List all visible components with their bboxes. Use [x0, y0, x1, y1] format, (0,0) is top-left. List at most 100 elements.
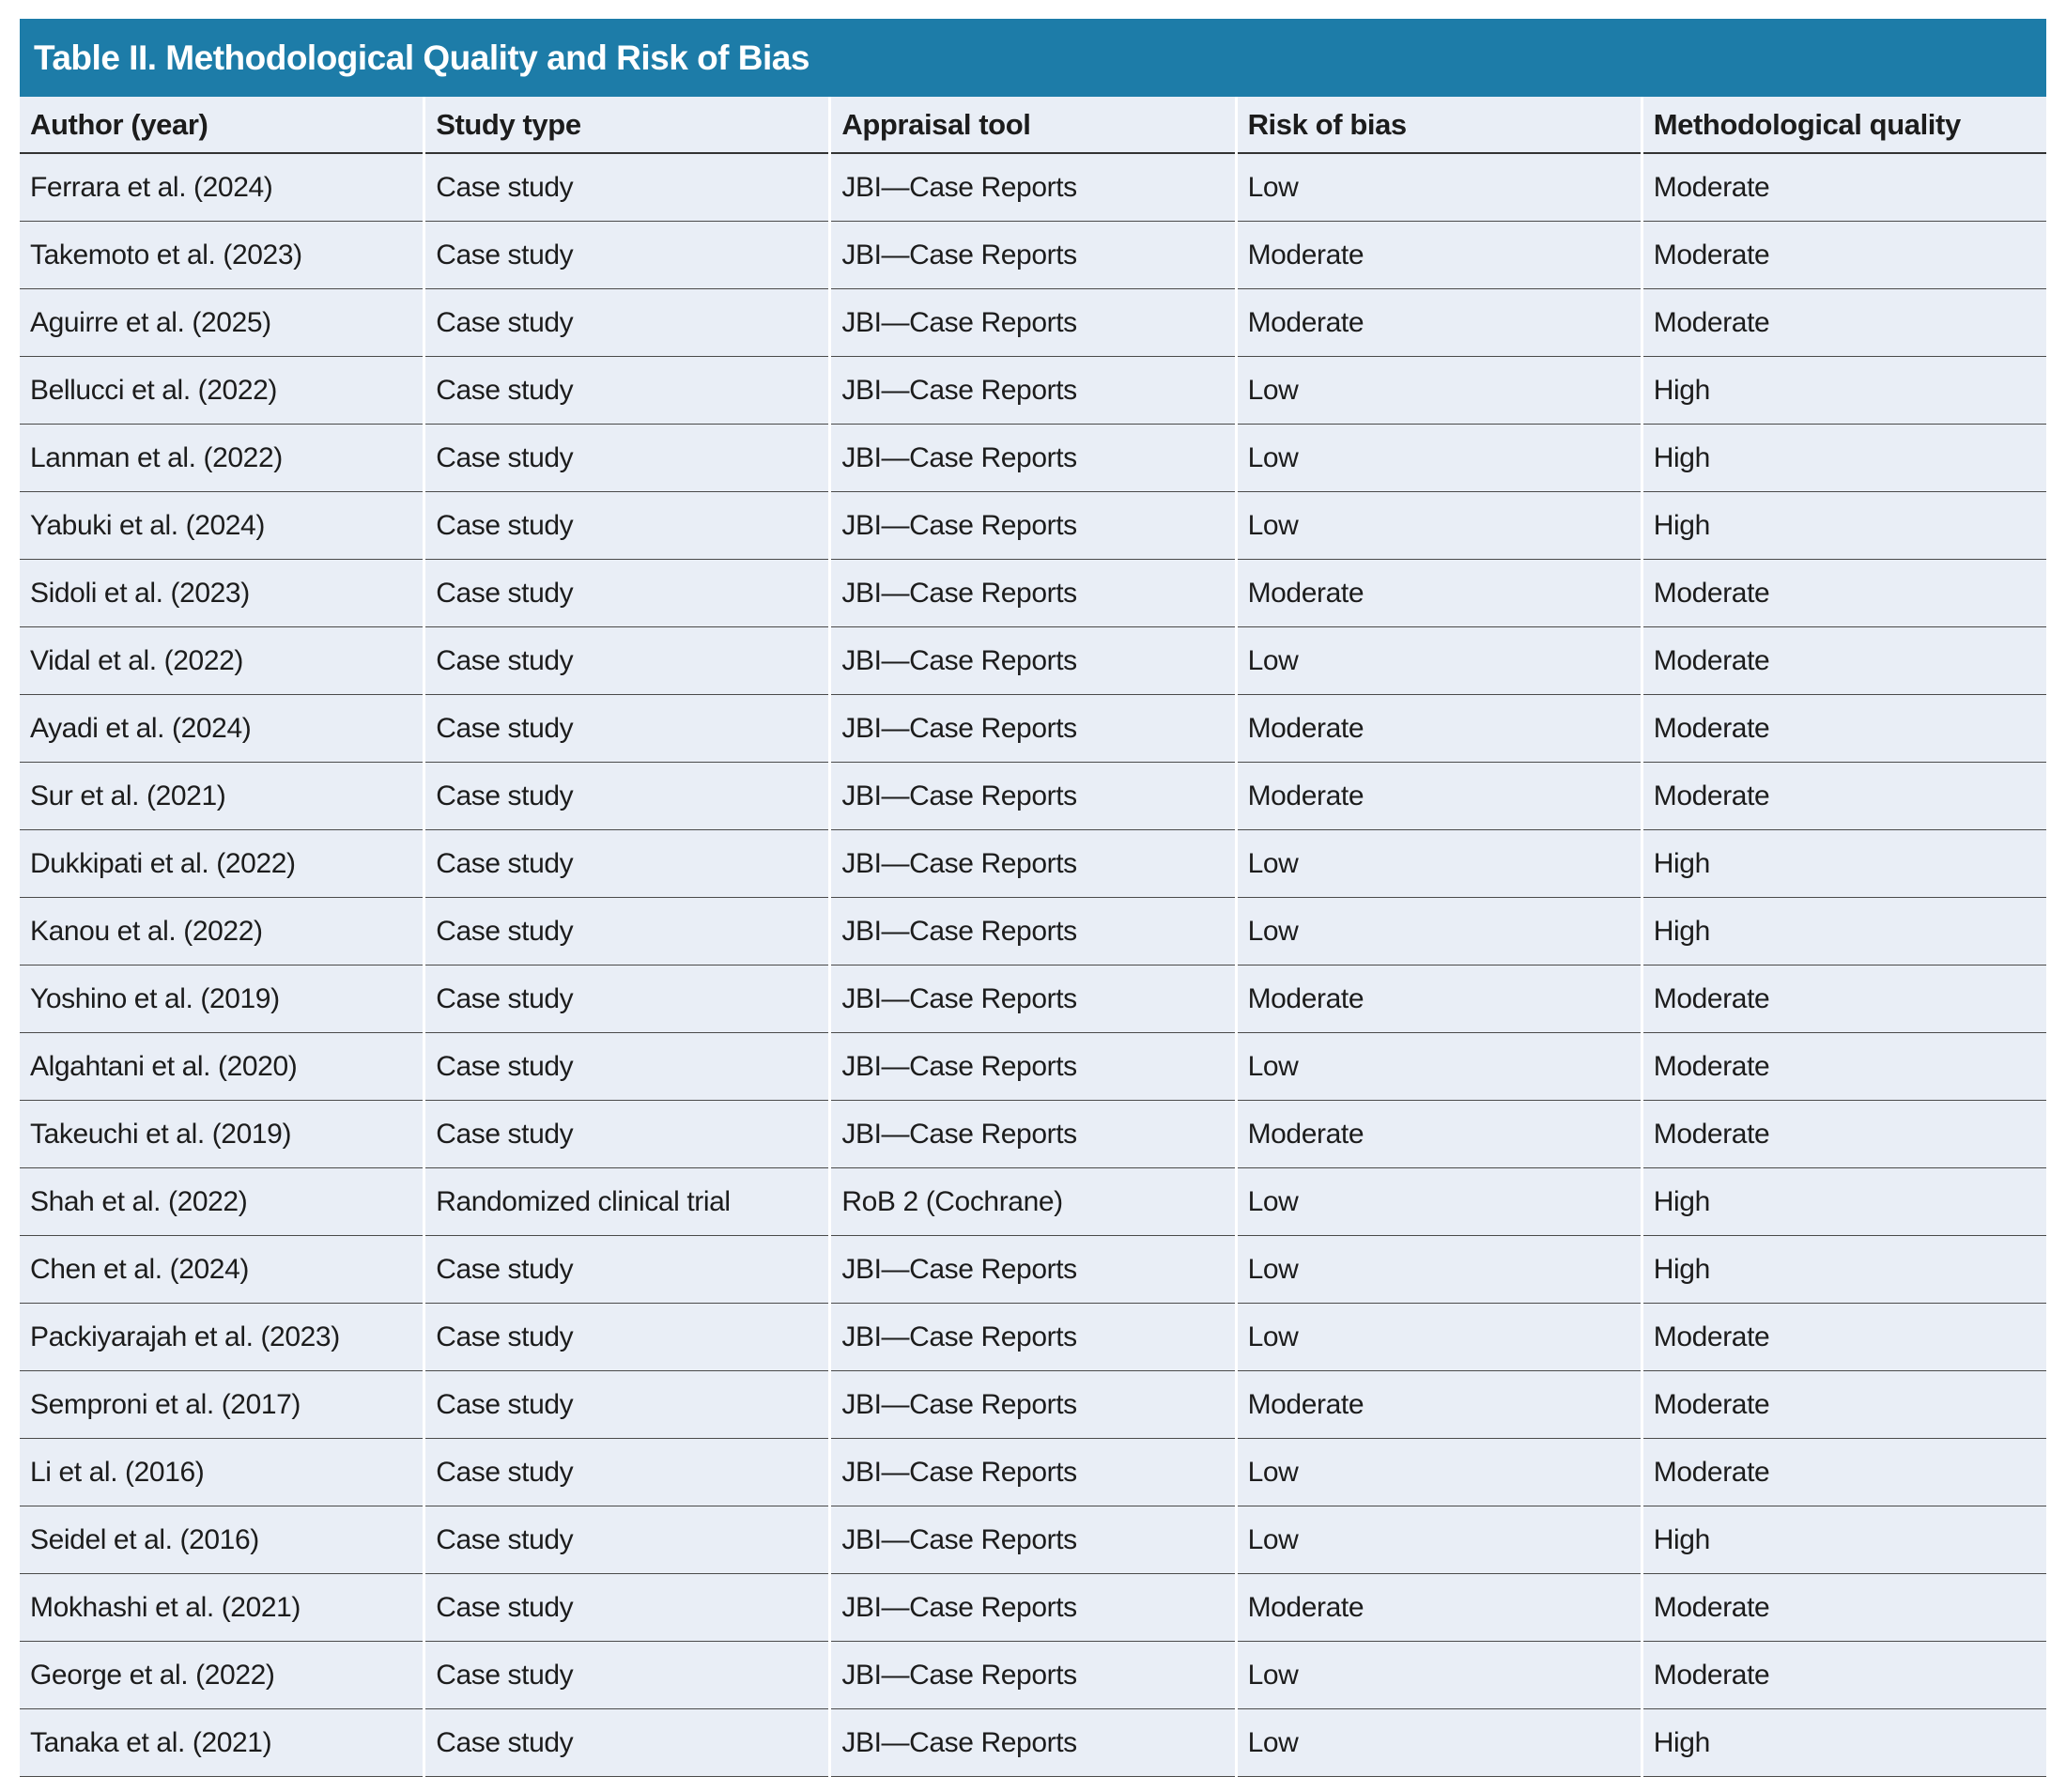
table-cell: High [1642, 1168, 2046, 1236]
table-cell: Case study [425, 1304, 829, 1371]
table-cell: High [1642, 1236, 2046, 1304]
table-cell: Moderate [1237, 966, 1641, 1033]
table-cell: Case study [425, 154, 829, 222]
table-cell: JBI—Case Reports [831, 1439, 1235, 1506]
table-row: Kanou et al. (2022) Case study JBI—Case Re… [20, 898, 2046, 966]
table-row: Li et al. (2016) Case study JBI—Case Repor… [20, 1439, 2046, 1506]
table-cell: Moderate [1642, 1642, 2046, 1709]
table-cell: JBI—Case Reports [831, 1101, 1235, 1168]
table-cell: Seidel et al. (2016) [20, 1506, 424, 1574]
column-header-methodological-quality: Methodological quality [1642, 97, 2046, 154]
table-cell: Low [1237, 1304, 1641, 1371]
table-cell: Low [1237, 1168, 1641, 1236]
table-cell: Low [1237, 1709, 1641, 1777]
table-cell: JBI—Case Reports [831, 425, 1235, 492]
column-header-risk-of-bias: Risk of bias [1237, 97, 1641, 154]
table-cell: Moderate [1642, 154, 2046, 222]
table-cell: Case study [425, 1236, 829, 1304]
table-cell: Case study [425, 492, 829, 560]
table-cell: Aguirre et al. (2025) [20, 289, 424, 357]
table-cell: JBI—Case Reports [831, 289, 1235, 357]
table-cell: High [1642, 357, 2046, 425]
table-cell: Moderate [1642, 627, 2046, 695]
table-cell: JBI—Case Reports [831, 154, 1235, 222]
table-cell: Mokhashi et al. (2021) [20, 1574, 424, 1642]
methodological-quality-table: Author (year) Study type Appraisal tool … [17, 97, 2049, 1777]
table-cell: Low [1237, 830, 1641, 898]
table-cell: Moderate [1642, 222, 2046, 289]
table-cell: Low [1237, 1033, 1641, 1101]
table-cell: Case study [425, 1642, 829, 1709]
table-cell: Tanaka et al. (2021) [20, 1709, 424, 1777]
table-row: Yoshino et al. (2019) Case study JBI—Case … [20, 966, 2046, 1033]
table-cell: Low [1237, 1642, 1641, 1709]
table-cell: George et al. (2022) [20, 1642, 424, 1709]
table-cell: Low [1237, 425, 1641, 492]
table-cell: Moderate [1642, 1101, 2046, 1168]
table-row: Shah et al. (2022) Randomized clinical tr… [20, 1168, 2046, 1236]
table-cell: Sur et al. (2021) [20, 763, 424, 830]
table-cell: Moderate [1642, 1439, 2046, 1506]
table-cell: Case study [425, 763, 829, 830]
table-cell: High [1642, 898, 2046, 966]
table-cell: High [1642, 1506, 2046, 1574]
table-cell: Case study [425, 425, 829, 492]
table-cell: Low [1237, 627, 1641, 695]
table-cell: Yabuki et al. (2024) [20, 492, 424, 560]
table-cell: Case study [425, 357, 829, 425]
table-cell: Low [1237, 357, 1641, 425]
table-cell: Moderate [1237, 222, 1641, 289]
table-cell: RoB 2 (Cochrane) [831, 1168, 1235, 1236]
table-cell: Case study [425, 627, 829, 695]
table-cell: Moderate [1642, 1304, 2046, 1371]
table-cell: High [1642, 425, 2046, 492]
table-cell: Case study [425, 222, 829, 289]
table-row: Semproni et al. (2017) Case study JBI—Case… [20, 1371, 2046, 1439]
table-cell: Vidal et al. (2022) [20, 627, 424, 695]
table-cell: Moderate [1642, 966, 2046, 1033]
table-cell: Takeuchi et al. (2019) [20, 1101, 424, 1168]
table-cell: Low [1237, 898, 1641, 966]
table-cell: JBI—Case Reports [831, 357, 1235, 425]
table-cell: High [1642, 1709, 2046, 1777]
table-cell: Sidoli et al. (2023) [20, 560, 424, 627]
table-cell: Case study [425, 1371, 829, 1439]
table-cell: Case study [425, 1709, 829, 1777]
table-cell: JBI—Case Reports [831, 695, 1235, 763]
table-cell: Moderate [1642, 1033, 2046, 1101]
table-cell: Moderate [1642, 695, 2046, 763]
table-title-bar: Table II. Methodological Quality and Ris… [20, 19, 2046, 97]
table-cell: Case study [425, 560, 829, 627]
table-cell: Moderate [1237, 560, 1641, 627]
table-cell: JBI—Case Reports [831, 830, 1235, 898]
table-cell: Moderate [1237, 1574, 1641, 1642]
table-cell: Case study [425, 289, 829, 357]
table-row: Chen et al. (2024) Case study JBI—Case Rep… [20, 1236, 2046, 1304]
table-cell: Ferrara et al. (2024) [20, 154, 424, 222]
table-cell: Packiyarajah et al. (2023) [20, 1304, 424, 1371]
table-cell: JBI—Case Reports [831, 1236, 1235, 1304]
table-row: Mokhashi et al. (2021) Case study JBI—Case… [20, 1574, 2046, 1642]
table-row: Takeuchi et al. (2019) Case study JBI—Case… [20, 1101, 2046, 1168]
table-cell: Case study [425, 830, 829, 898]
table-cell: Kanou et al. (2022) [20, 898, 424, 966]
table-row: Ayadi et al. (2024) Case study JBI—Case Re… [20, 695, 2046, 763]
table-cell: JBI—Case Reports [831, 763, 1235, 830]
table-cell: Shah et al. (2022) [20, 1168, 424, 1236]
table-row: Seidel et al. (2016) Case study JBI—Case R… [20, 1506, 2046, 1574]
table-cell: Takemoto et al. (2023) [20, 222, 424, 289]
table-cell: Case study [425, 1439, 829, 1506]
table-cell: Moderate [1237, 1371, 1641, 1439]
table-cell: Moderate [1237, 763, 1641, 830]
table-cell: Low [1237, 154, 1641, 222]
table-cell: Moderate [1642, 560, 2046, 627]
table-cell: Algahtani et al. (2020) [20, 1033, 424, 1101]
table-cell: Low [1237, 1236, 1641, 1304]
table-cell: Case study [425, 1033, 829, 1101]
table-cell: Case study [425, 966, 829, 1033]
table-cell: Randomized clinical trial [425, 1168, 829, 1236]
table-cell: Yoshino et al. (2019) [20, 966, 424, 1033]
table-row: Sur et al. (2021) Case study JBI—Case Repo… [20, 763, 2046, 830]
table-cell: Li et al. (2016) [20, 1439, 424, 1506]
table-cell: JBI—Case Reports [831, 1304, 1235, 1371]
